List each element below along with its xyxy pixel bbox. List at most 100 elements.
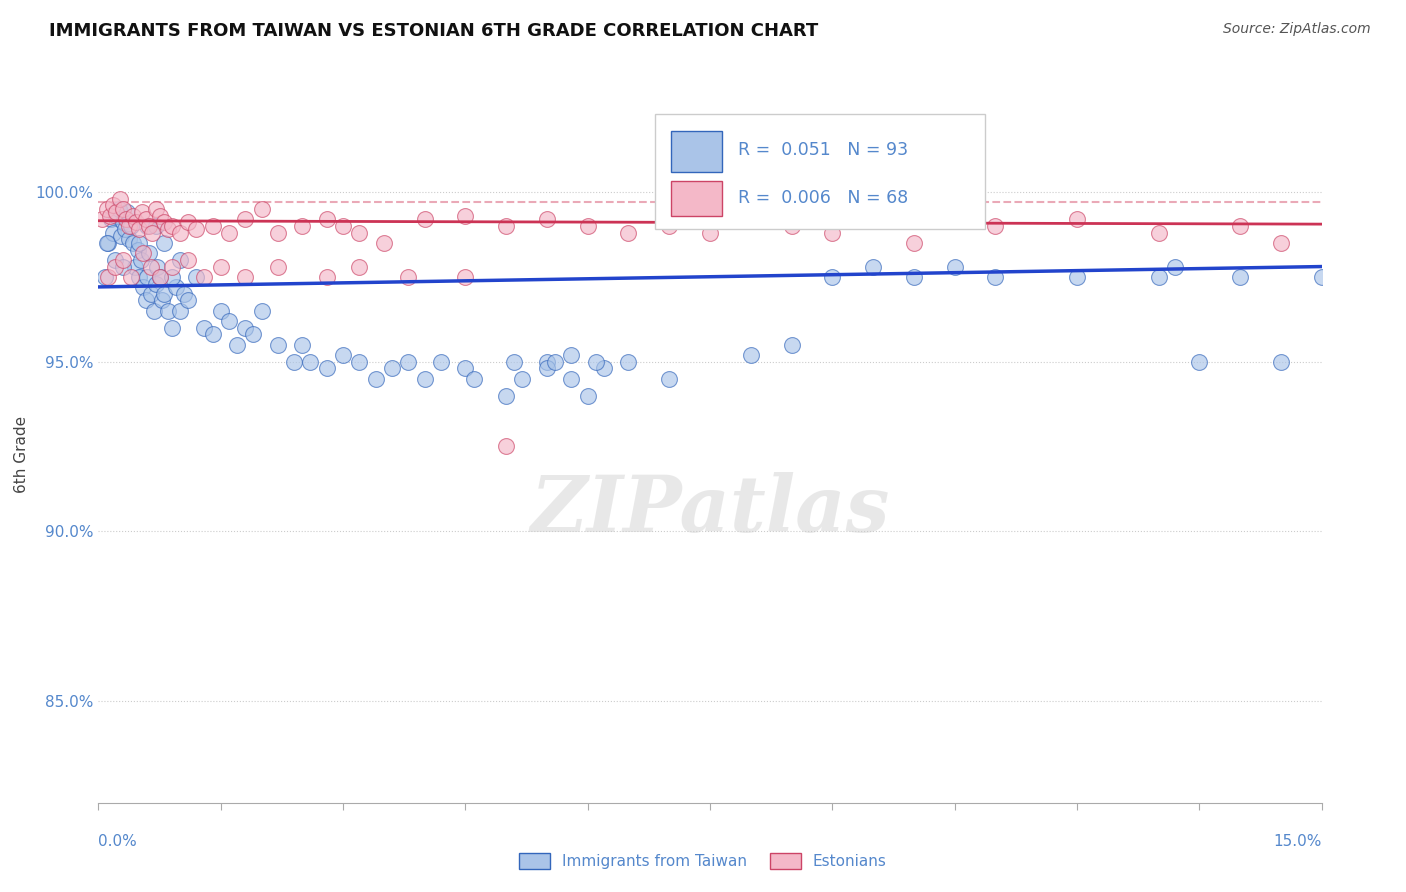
Point: [169, 226, 191, 240]
Point: [349, 260, 371, 274]
Point: [108, 202, 131, 216]
Text: R =  0.051   N = 93: R = 0.051 N = 93: [738, 141, 908, 159]
Point: [111, 252, 134, 267]
Point: [1229, 219, 1251, 233]
Point: [332, 348, 354, 362]
Point: [128, 235, 150, 250]
Point: [149, 209, 172, 223]
Point: [177, 252, 200, 267]
Point: [152, 235, 174, 250]
Point: [135, 212, 157, 227]
Point: [142, 303, 165, 318]
Point: [512, 371, 534, 385]
Point: [536, 212, 558, 227]
Point: [136, 219, 159, 233]
Text: R =  0.006   N = 68: R = 0.006 N = 68: [738, 189, 908, 207]
Point: [121, 209, 143, 223]
Point: [233, 320, 256, 334]
Point: [132, 280, 155, 294]
Point: [617, 354, 640, 368]
Point: [96, 235, 118, 250]
Point: [118, 219, 141, 233]
Point: [413, 371, 436, 385]
Point: [138, 219, 160, 233]
Point: [209, 303, 232, 318]
Text: 15.0%: 15.0%: [1274, 834, 1322, 849]
Bar: [655, 114, 986, 229]
Point: [177, 293, 200, 308]
Point: [209, 260, 232, 274]
Point: [315, 212, 337, 227]
Point: [821, 269, 844, 284]
Point: [146, 260, 169, 274]
Point: [267, 337, 290, 351]
Point: [617, 226, 640, 240]
Point: [536, 354, 558, 368]
Point: [115, 205, 138, 219]
Point: [332, 219, 354, 233]
Point: [903, 269, 925, 284]
Point: [124, 260, 146, 274]
Point: [560, 348, 582, 362]
Point: [114, 222, 136, 236]
Point: [495, 219, 517, 233]
Point: [108, 192, 131, 206]
Point: [585, 354, 607, 368]
Point: [780, 337, 803, 351]
Point: [560, 371, 582, 385]
Point: [201, 219, 224, 233]
Point: [160, 219, 183, 233]
Text: 0.0%: 0.0%: [98, 834, 138, 849]
Point: [91, 212, 114, 227]
Point: [173, 286, 195, 301]
Text: Source: ZipAtlas.com: Source: ZipAtlas.com: [1223, 22, 1371, 37]
Point: [658, 219, 681, 233]
Point: [169, 252, 191, 267]
Point: [1188, 354, 1211, 368]
Point: [943, 260, 966, 274]
Point: [283, 354, 305, 368]
Point: [138, 246, 160, 260]
Point: [463, 371, 485, 385]
Point: [169, 303, 191, 318]
Point: [115, 212, 138, 227]
Point: [903, 235, 925, 250]
Point: [121, 235, 143, 250]
Point: [149, 269, 172, 284]
Point: [105, 205, 128, 219]
Point: [111, 215, 134, 229]
Point: [544, 354, 567, 368]
Point: [201, 327, 224, 342]
Point: [233, 269, 256, 284]
Point: [495, 388, 517, 402]
Point: [381, 361, 404, 376]
Point: [699, 226, 721, 240]
Point: [242, 327, 264, 342]
Point: [267, 226, 290, 240]
Point: [160, 260, 183, 274]
Text: ZIPatlas: ZIPatlas: [530, 473, 890, 549]
Point: [104, 252, 127, 267]
Point: [160, 320, 183, 334]
Point: [576, 388, 599, 402]
Point: [118, 232, 141, 246]
Point: [364, 371, 387, 385]
Point: [503, 354, 526, 368]
Point: [104, 260, 127, 274]
Point: [186, 269, 208, 284]
Point: [1164, 260, 1187, 274]
Point: [131, 205, 153, 219]
Point: [96, 202, 118, 216]
Point: [454, 269, 477, 284]
Point: [315, 361, 337, 376]
Point: [267, 260, 290, 274]
Point: [145, 202, 167, 216]
Legend: Immigrants from Taiwan, Estonians: Immigrants from Taiwan, Estonians: [513, 847, 893, 875]
Point: [127, 243, 149, 257]
Point: [536, 361, 558, 376]
Bar: [671, 181, 723, 216]
Point: [495, 439, 517, 453]
Point: [120, 269, 142, 284]
Point: [430, 354, 453, 368]
Point: [396, 354, 419, 368]
